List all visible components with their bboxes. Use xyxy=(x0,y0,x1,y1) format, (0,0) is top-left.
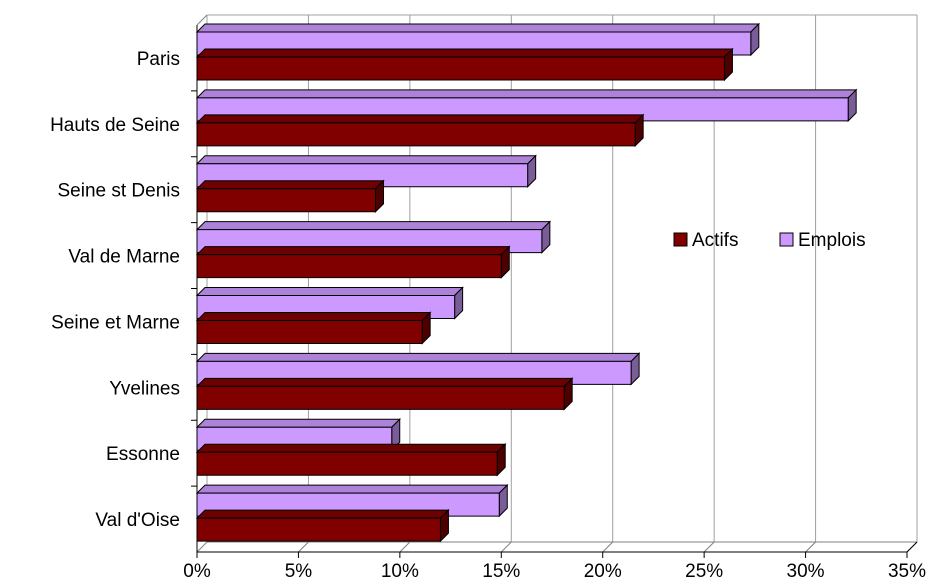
x-tick-label: 5% xyxy=(285,561,313,581)
bar-front-face xyxy=(196,320,423,344)
x-tick-label: 20% xyxy=(584,561,622,581)
category-label-val-de-marne: Val de Marne xyxy=(68,247,180,268)
legend: Actifs Emplois xyxy=(673,230,866,251)
bars xyxy=(195,22,858,543)
floor-gridline xyxy=(703,541,715,553)
bar-top-face xyxy=(195,443,507,453)
bar-top-face xyxy=(195,312,432,321)
floor-right-edge xyxy=(906,541,918,553)
category-label-hauts-de-seine: Hauts de Seine xyxy=(50,115,180,136)
bar-actifs-hauts-de-seine xyxy=(195,113,645,148)
bar-top-face xyxy=(195,89,858,99)
bar-top-face xyxy=(195,287,464,296)
bar-top-face xyxy=(195,246,511,256)
floor-gridline xyxy=(500,541,512,553)
x-tick-label: 15% xyxy=(482,561,520,581)
bar-front-face xyxy=(196,122,636,147)
bar-front-face xyxy=(196,188,377,213)
side-wall-top xyxy=(196,14,208,26)
floor-gridline xyxy=(602,541,614,553)
legend-label: Emplois xyxy=(798,230,866,251)
bar-top-face xyxy=(195,114,645,124)
x-tick-label: 0% xyxy=(183,561,211,581)
bar-actifs-val-d-oise xyxy=(195,508,450,543)
bar-top-face xyxy=(195,377,574,387)
bar-actifs-val-de-marne xyxy=(195,245,511,279)
category-label-essonne: Essonne xyxy=(106,444,180,465)
bar-top-face xyxy=(195,484,509,494)
bar-actifs-yvelines xyxy=(195,377,574,411)
category-label-seine-et-marne: Seine et Marne xyxy=(51,312,180,333)
floor-gridline xyxy=(805,541,816,553)
axes: Paris Hauts de Seine Seine st Denis Val de … xyxy=(50,25,926,581)
legend-item-emplois: Emplois xyxy=(779,230,866,251)
category-label-seine-st-denis: Seine st Denis xyxy=(57,181,180,202)
bar-top-face xyxy=(195,180,385,190)
floor-gridline xyxy=(196,541,208,553)
floor-gridline xyxy=(399,541,411,553)
bar-top-face xyxy=(195,48,734,58)
bar-front-face xyxy=(196,56,725,81)
bar-top-face xyxy=(195,155,537,165)
bar-actifs-paris xyxy=(195,47,734,82)
x-tick-label: 10% xyxy=(381,561,419,581)
legend-item-actifs: Actifs xyxy=(673,230,738,251)
category-label-paris: Paris xyxy=(137,49,180,70)
bar-front-face xyxy=(196,385,565,410)
x-tick-label: 35% xyxy=(888,561,926,581)
bar-actifs-seine-et-marne xyxy=(195,311,432,345)
x-tick-label: 30% xyxy=(787,561,825,581)
legend-label: Actifs xyxy=(692,230,738,251)
bar-actifs-seine-st-denis xyxy=(195,179,385,213)
legend-swatch xyxy=(673,232,688,247)
bar-top-face xyxy=(195,418,401,428)
bar-top-face xyxy=(195,23,761,33)
bar-front-face xyxy=(196,517,441,542)
category-label-val-d-oise: Val d'Oise xyxy=(95,510,180,531)
bar-top-face xyxy=(195,221,552,231)
bar-front-face xyxy=(196,451,498,476)
floor-gridline xyxy=(298,541,309,553)
bar-front-face xyxy=(196,254,502,279)
x-tick-label: 25% xyxy=(685,561,723,581)
legend-swatch xyxy=(779,232,794,247)
bar-top-face xyxy=(195,509,450,519)
category-label-yvelines: Yvelines xyxy=(109,378,180,399)
bar-actifs-essonne xyxy=(195,443,507,477)
bar-top-face xyxy=(195,352,641,362)
